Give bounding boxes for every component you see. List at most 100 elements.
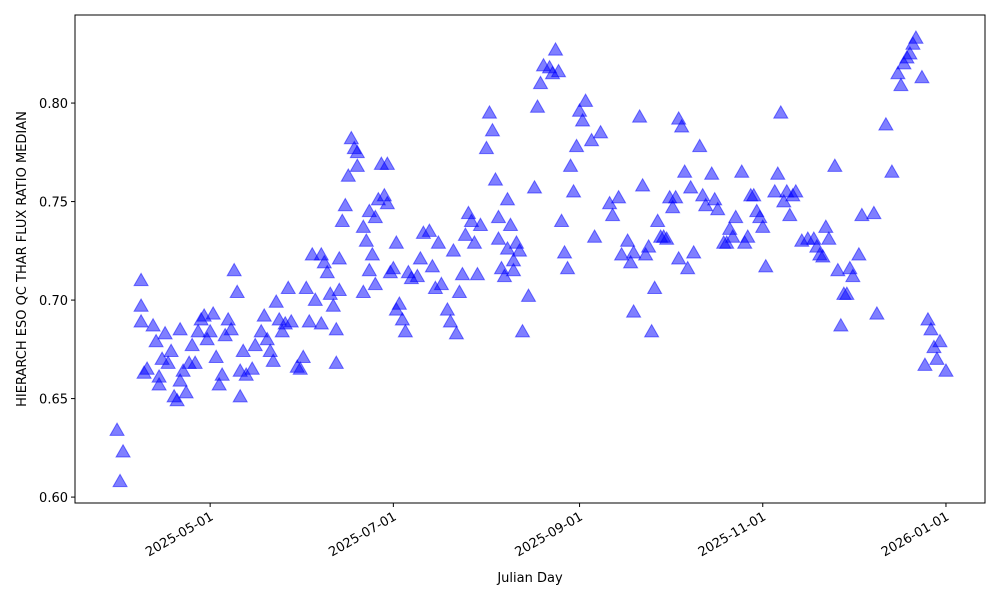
data-point — [520, 288, 537, 302]
data-point — [361, 262, 378, 277]
data-point — [355, 284, 372, 298]
data-point — [917, 357, 933, 371]
data-point — [583, 132, 600, 147]
data-point — [367, 209, 384, 224]
data-point — [430, 234, 447, 249]
data-point — [421, 223, 438, 237]
data-point — [301, 313, 318, 328]
data-point — [893, 77, 909, 92]
data-point — [424, 258, 441, 273]
data-point — [637, 246, 654, 261]
data-point — [157, 325, 173, 340]
data-point — [355, 219, 372, 233]
data-point — [232, 388, 249, 403]
data-point — [211, 376, 228, 391]
data-point — [869, 305, 885, 320]
data-point — [442, 313, 459, 328]
data-point — [385, 260, 402, 275]
data-point — [694, 187, 711, 202]
data-point — [643, 323, 660, 338]
data-point — [664, 199, 681, 214]
data-point — [184, 337, 200, 352]
data-point — [772, 104, 789, 119]
data-point — [511, 242, 528, 257]
data-point — [568, 138, 585, 153]
data-point — [163, 343, 179, 358]
data-point — [208, 349, 225, 363]
data-point — [133, 297, 149, 312]
data-point — [265, 353, 282, 367]
data-point — [550, 63, 567, 78]
data-point — [199, 331, 216, 346]
data-point — [505, 262, 522, 277]
data-point — [854, 207, 870, 222]
data-point — [902, 45, 918, 60]
data-point — [920, 311, 936, 326]
data-point — [190, 323, 206, 338]
data-point — [220, 311, 237, 326]
y-tick-label: 0.60 — [39, 491, 68, 506]
x-tick-label: 2025-11-01 — [696, 509, 769, 560]
plot-frame — [74, 14, 986, 504]
data-point — [703, 165, 720, 180]
data-point — [781, 207, 798, 222]
data-point — [262, 343, 279, 358]
data-point — [256, 307, 273, 322]
data-point — [838, 286, 855, 300]
data-point — [844, 268, 861, 283]
data-point — [514, 323, 531, 338]
data-point — [388, 234, 405, 249]
data-point — [139, 361, 155, 375]
data-point — [577, 93, 594, 107]
data-point — [328, 355, 345, 369]
data-point — [319, 264, 336, 279]
data-point — [349, 158, 366, 172]
data-point — [526, 179, 543, 194]
data-point — [586, 229, 603, 243]
data-point — [379, 195, 396, 210]
data-point — [472, 217, 489, 231]
data-point — [604, 207, 621, 222]
data-point — [676, 164, 693, 178]
y-tick-label: 0.70 — [39, 294, 68, 309]
y-tick-label: 0.65 — [39, 393, 68, 408]
data-point — [574, 112, 591, 127]
data-point — [334, 213, 351, 228]
data-point — [769, 165, 786, 180]
data-point — [298, 280, 315, 295]
data-point — [754, 219, 771, 233]
data-point — [349, 144, 366, 159]
data-point — [274, 323, 291, 338]
data-point — [145, 317, 161, 332]
data-point — [532, 75, 549, 90]
data-point — [283, 313, 300, 328]
data-point — [325, 297, 342, 312]
data-point — [466, 234, 483, 249]
data-point — [938, 362, 954, 377]
data-point — [391, 296, 408, 310]
x-tick-label: 2025-07-01 — [326, 509, 399, 560]
data-point — [745, 187, 762, 202]
data-point — [481, 104, 498, 119]
data-point — [814, 248, 831, 263]
data-point — [673, 118, 690, 133]
data-point — [634, 177, 651, 192]
data-point — [884, 164, 900, 178]
data-point — [484, 122, 501, 137]
data-point — [890, 65, 906, 80]
data-point — [565, 183, 582, 198]
data-point — [490, 230, 507, 245]
data-point — [331, 250, 348, 265]
data-point — [829, 262, 846, 277]
data-point — [610, 189, 627, 204]
data-point — [367, 276, 384, 291]
data-point — [226, 262, 243, 277]
data-point — [454, 266, 471, 281]
y-tick-label: 0.75 — [39, 196, 68, 211]
data-point — [850, 246, 867, 261]
data-point — [757, 258, 774, 273]
data-point — [592, 124, 609, 139]
data-point — [187, 355, 203, 369]
data-point — [622, 254, 639, 269]
